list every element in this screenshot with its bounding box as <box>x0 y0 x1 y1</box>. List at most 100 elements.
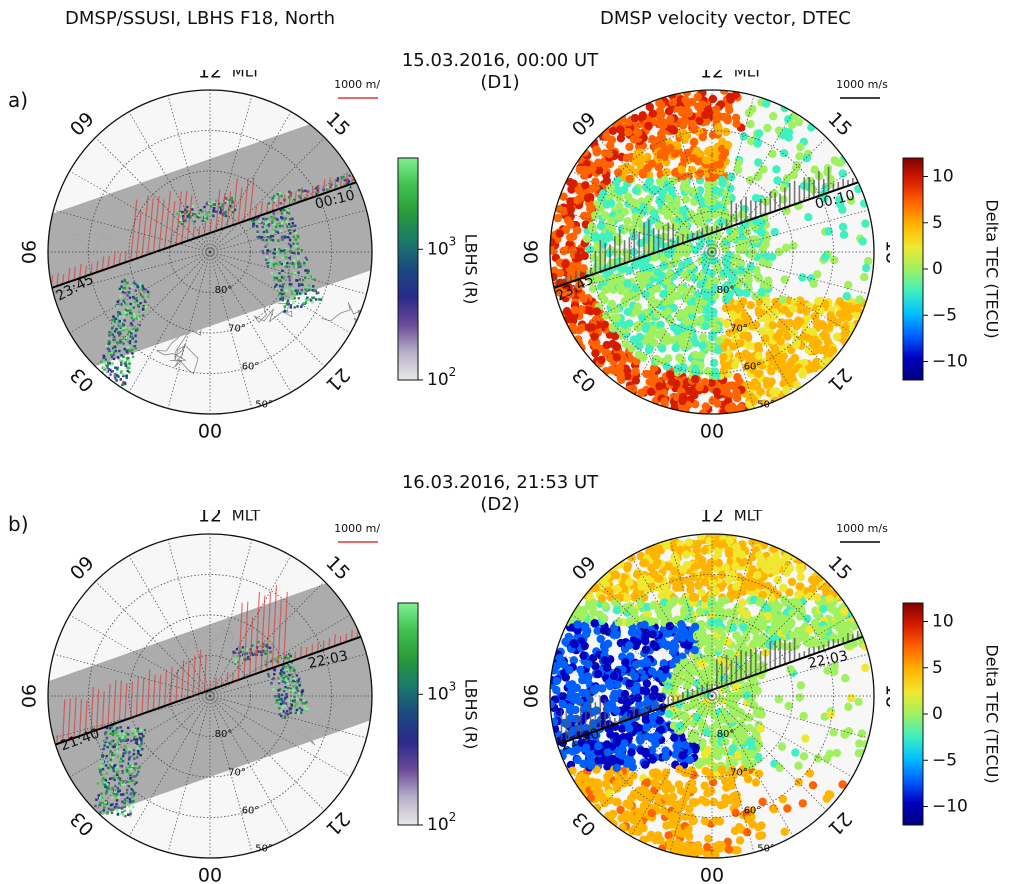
lbhs-pixel <box>114 743 116 745</box>
latitude-label: 80° <box>215 729 233 740</box>
lbhs-pixel <box>120 295 122 297</box>
lbhs-pixel <box>270 682 272 684</box>
lbhs-pixel <box>105 383 107 385</box>
lbhs-pixel <box>280 202 282 204</box>
dtec-point <box>824 337 832 345</box>
lbhs-pixel <box>288 275 290 277</box>
lbhs-pixel <box>272 231 274 233</box>
lbhs-pixel <box>273 212 275 214</box>
dtec-point <box>672 200 680 208</box>
lbhs-pixel <box>278 695 280 697</box>
lbhs-pixel <box>131 800 133 802</box>
lbhs-pixel <box>104 784 106 786</box>
dtec-point <box>601 285 609 293</box>
lbhs-pixel <box>273 279 275 281</box>
lbhs-pixel <box>286 665 288 667</box>
lbhs-pixel <box>118 782 120 784</box>
lbhs-pixel <box>298 189 300 191</box>
lbhs-pixel <box>127 346 129 348</box>
velocity-vector <box>369 166 370 178</box>
dtec-point <box>609 127 617 135</box>
lbhs-pixel <box>272 677 274 679</box>
lbhs-pixel <box>275 284 277 286</box>
lbhs-pixel <box>272 197 274 199</box>
dtec-point <box>638 314 646 322</box>
dtec-point <box>780 149 788 157</box>
lbhs-pixel <box>127 357 129 359</box>
dtec-point <box>654 268 662 276</box>
lbhs-pixel <box>130 285 132 287</box>
lbhs-pixel <box>273 266 275 268</box>
lbhs-pixel <box>123 749 125 751</box>
dtec-point <box>780 306 788 314</box>
lbhs-pixel <box>301 709 303 711</box>
dtec-point <box>655 222 663 230</box>
lbhs-pixel <box>219 206 221 208</box>
lbhs-pixel <box>127 814 129 816</box>
dtec-point <box>603 177 611 185</box>
dtec-point <box>809 341 817 349</box>
lbhs-pixel <box>266 256 268 258</box>
lbhs-pixel <box>120 758 122 760</box>
lbhs-pixel <box>275 288 277 290</box>
dtec-point <box>855 295 863 303</box>
velocity-vector <box>335 634 336 646</box>
lbhs-pixel <box>120 378 122 380</box>
lbhs-pixel <box>119 331 121 333</box>
lbhs-pixel <box>284 256 286 258</box>
dtec-point <box>613 353 621 361</box>
lbhs-pixel <box>100 773 102 775</box>
lbhs-pixel <box>271 272 273 274</box>
lbhs-pixel <box>295 703 297 705</box>
lbhs-pixel <box>290 306 292 308</box>
lbhs-pixel <box>291 218 293 220</box>
lbhs-pixel <box>122 373 124 375</box>
lbhs-pixel <box>147 296 149 298</box>
lbhs-pixel <box>263 223 265 225</box>
dtec-point <box>681 271 689 279</box>
dtec-point <box>796 318 804 326</box>
lbhs-pixel <box>295 249 297 251</box>
dtec-point <box>783 174 791 182</box>
dtec-point <box>755 129 763 137</box>
dtec-point <box>752 778 760 786</box>
lbhs-pixel <box>134 730 136 732</box>
dtec-point <box>859 237 867 245</box>
dtec-point <box>732 120 740 128</box>
lbhs-pixel <box>286 221 288 223</box>
lbhs-pixel <box>267 673 269 675</box>
lbhs-pixel <box>121 730 123 732</box>
lbhs-pixel <box>112 734 114 736</box>
lbhs-pixel <box>123 752 125 754</box>
lbhs-pixel <box>140 729 142 731</box>
dtec-point <box>836 297 844 305</box>
lbhs-pixel <box>265 222 267 224</box>
lbhs-pixel <box>119 726 121 728</box>
lbhs-pixel <box>180 219 182 221</box>
lbhs-pixel <box>103 367 105 369</box>
lbhs-pixel <box>119 761 121 763</box>
lbhs-pixel <box>111 740 113 742</box>
lbhs-pixel <box>135 290 137 292</box>
dtec-point <box>660 121 668 129</box>
lbhs-pixel <box>210 205 212 207</box>
latitude-label: 80° <box>215 285 233 296</box>
lbhs-pixel <box>117 806 119 808</box>
lbhs-pixel <box>124 297 126 299</box>
dtec-point <box>678 166 686 174</box>
lbhs-pixel <box>135 763 137 765</box>
lbhs-pixel <box>119 320 121 322</box>
lbhs-pixel <box>145 306 147 308</box>
dtec-point <box>777 321 785 329</box>
lbhs-pixel <box>213 207 215 209</box>
lbhs-pixel <box>299 684 301 686</box>
dtec-point <box>767 377 775 385</box>
lbhs-pixel <box>102 382 104 384</box>
lbhs-pixel <box>301 691 303 693</box>
dtec-point <box>732 388 740 396</box>
lbhs-pixel <box>100 384 102 386</box>
lbhs-pixel <box>103 386 105 388</box>
lbhs-pixel <box>137 750 139 752</box>
dtec-point <box>719 353 727 361</box>
dtec-point <box>806 769 814 777</box>
